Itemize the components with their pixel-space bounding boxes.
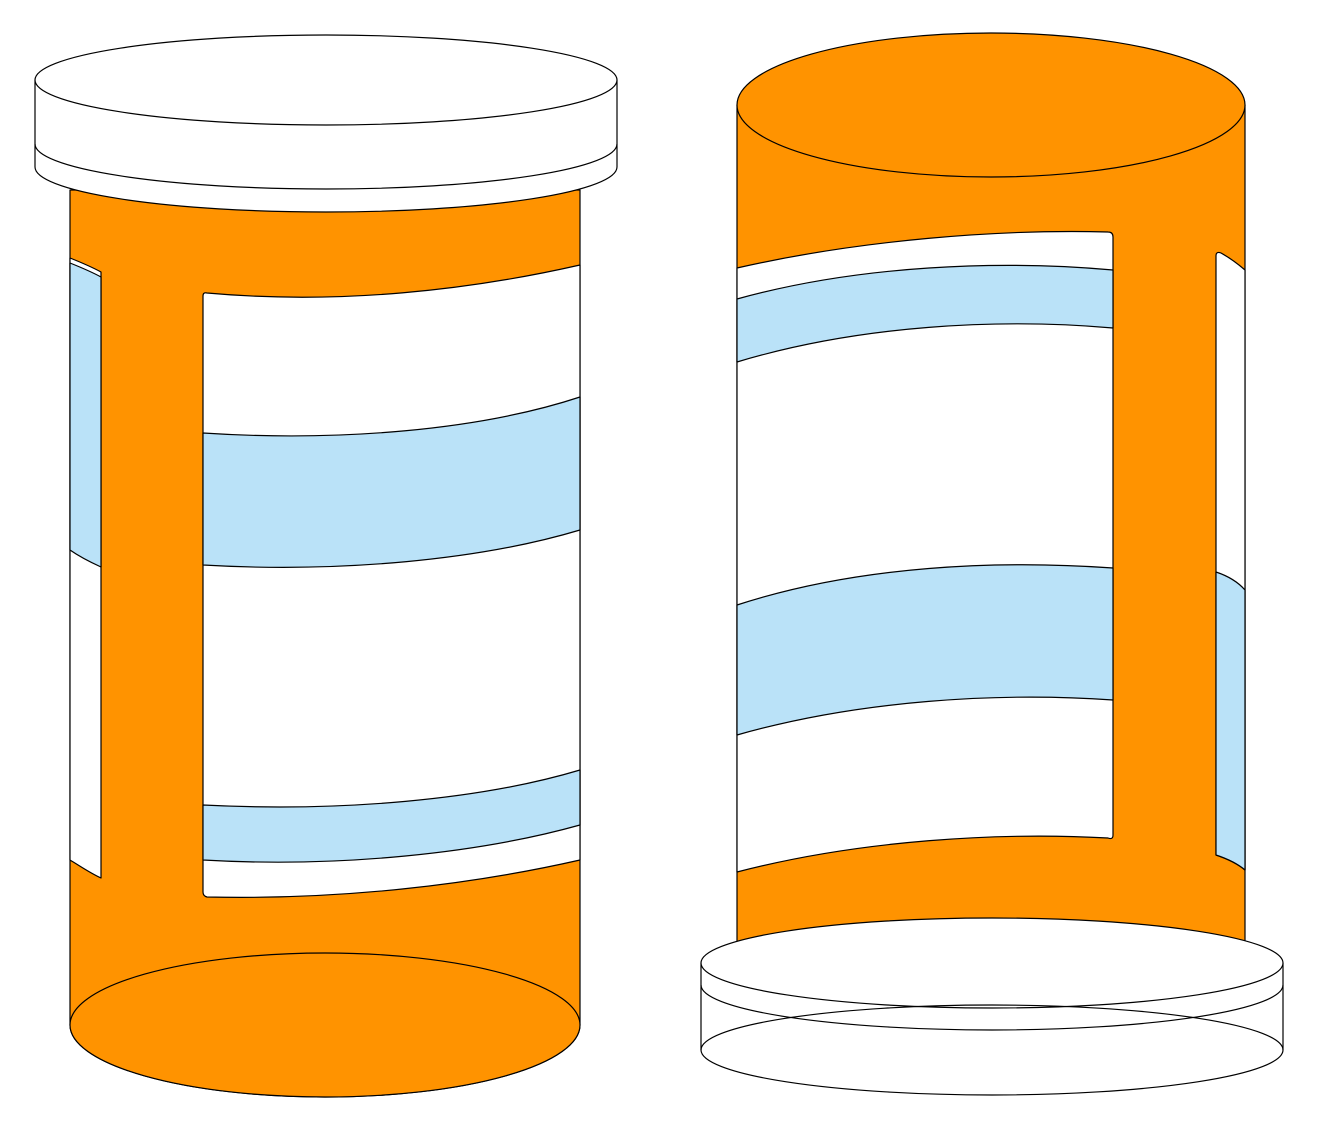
label-band-top bbox=[202, 396, 581, 568]
cap-rim-line bbox=[700, 984, 1284, 1031]
cap-top bbox=[34, 34, 618, 126]
label-band-top bbox=[736, 264, 1114, 363]
bottle-top bbox=[736, 32, 1246, 178]
cap-top bbox=[700, 917, 1284, 1009]
label-band-bottom bbox=[736, 564, 1114, 736]
pill-bottle-inverted bbox=[700, 32, 1284, 1096]
pill-bottle-upright bbox=[34, 34, 618, 1098]
cap-rim-line bbox=[34, 143, 618, 190]
label-band-bottom bbox=[202, 769, 581, 863]
bottle-bottom bbox=[69, 952, 581, 1098]
label-side-band bbox=[69, 262, 102, 568]
cap-bottom-edge bbox=[700, 1004, 1284, 1051]
label-side-band bbox=[1215, 571, 1246, 871]
